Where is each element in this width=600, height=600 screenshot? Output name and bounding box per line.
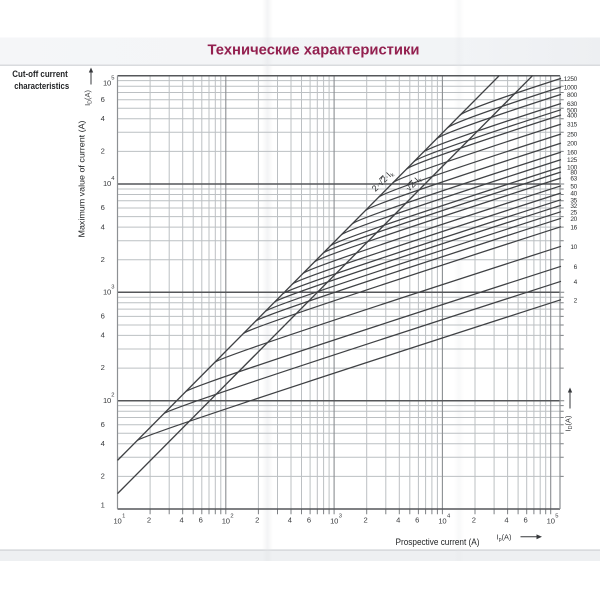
- svg-text:10: 10: [330, 517, 338, 526]
- svg-text:2: 2: [101, 472, 105, 481]
- svg-text:ID(A): ID(A): [83, 90, 93, 106]
- svg-text:1: 1: [101, 501, 105, 510]
- svg-text:ID(A): ID(A): [564, 416, 574, 432]
- svg-text:50: 50: [570, 183, 577, 190]
- svg-text:35: 35: [570, 197, 577, 204]
- svg-text:1250: 1250: [564, 76, 578, 83]
- svg-text:16: 16: [570, 224, 577, 231]
- svg-text:characteristics: characteristics: [14, 81, 69, 92]
- svg-text:2: 2: [101, 255, 105, 264]
- svg-text:3: 3: [111, 284, 114, 290]
- svg-text:10: 10: [570, 244, 577, 251]
- svg-text:Технические характеристики: Технические характеристики: [208, 42, 420, 59]
- svg-text:2: 2: [363, 516, 367, 525]
- svg-text:20: 20: [570, 216, 577, 223]
- svg-text:5: 5: [111, 75, 114, 81]
- svg-text:2: 2: [230, 513, 233, 519]
- svg-text:250: 250: [567, 132, 578, 139]
- svg-text:6: 6: [101, 203, 105, 212]
- svg-text:1000: 1000: [564, 85, 578, 92]
- svg-text:Prospective current (A): Prospective current (A): [396, 537, 480, 547]
- svg-text:400: 400: [567, 113, 578, 120]
- svg-text:4: 4: [447, 513, 451, 519]
- svg-text:6: 6: [574, 264, 578, 271]
- svg-text:4: 4: [574, 279, 578, 286]
- svg-text:2: 2: [111, 393, 114, 399]
- svg-text:800: 800: [567, 92, 578, 99]
- svg-text:10: 10: [113, 517, 121, 526]
- svg-text:Cut-off current: Cut-off current: [12, 69, 68, 80]
- svg-text:80: 80: [570, 170, 577, 177]
- svg-text:2: 2: [101, 147, 105, 156]
- svg-text:10: 10: [438, 517, 446, 526]
- svg-text:6: 6: [199, 516, 203, 525]
- svg-text:6: 6: [523, 516, 527, 525]
- svg-text:10: 10: [103, 396, 111, 405]
- svg-text:125: 125: [567, 157, 578, 164]
- svg-text:10: 10: [103, 79, 111, 88]
- svg-text:6: 6: [415, 516, 419, 525]
- svg-text:6: 6: [101, 420, 105, 429]
- svg-text:315: 315: [567, 122, 578, 129]
- svg-text:32: 32: [570, 203, 577, 210]
- svg-text:Ip(A): Ip(A): [497, 533, 512, 543]
- svg-text:10: 10: [222, 517, 230, 526]
- svg-text:2: 2: [101, 363, 105, 372]
- svg-text:500: 500: [567, 107, 578, 114]
- svg-text:4: 4: [101, 331, 105, 340]
- svg-text:4: 4: [101, 114, 105, 123]
- svg-text:4: 4: [111, 176, 115, 182]
- svg-text:2: 2: [472, 516, 476, 525]
- svg-text:3: 3: [339, 513, 342, 519]
- svg-text:10: 10: [103, 179, 111, 188]
- svg-text:160: 160: [567, 150, 578, 157]
- svg-text:4: 4: [101, 222, 105, 231]
- svg-text:1: 1: [122, 513, 125, 519]
- svg-text:4: 4: [101, 439, 105, 448]
- svg-text:6: 6: [101, 95, 105, 104]
- svg-text:Maximum value of current (A): Maximum value of current (A): [77, 120, 87, 237]
- svg-text:25: 25: [570, 209, 577, 216]
- svg-text:6: 6: [101, 312, 105, 321]
- svg-text:10: 10: [103, 288, 111, 297]
- svg-text:4: 4: [179, 516, 183, 525]
- svg-text:63: 63: [570, 176, 577, 183]
- svg-text:2: 2: [147, 516, 151, 525]
- svg-text:630: 630: [567, 101, 578, 108]
- svg-text:10: 10: [547, 517, 555, 526]
- svg-text:4: 4: [396, 516, 400, 525]
- svg-text:4: 4: [504, 516, 508, 525]
- svg-text:4: 4: [288, 516, 292, 525]
- svg-text:40: 40: [570, 191, 577, 198]
- svg-text:200: 200: [567, 141, 578, 148]
- svg-text:6: 6: [307, 516, 311, 525]
- svg-text:2: 2: [255, 516, 259, 525]
- svg-text:2: 2: [574, 297, 578, 304]
- svg-text:100: 100: [567, 165, 578, 172]
- svg-text:5: 5: [555, 513, 558, 519]
